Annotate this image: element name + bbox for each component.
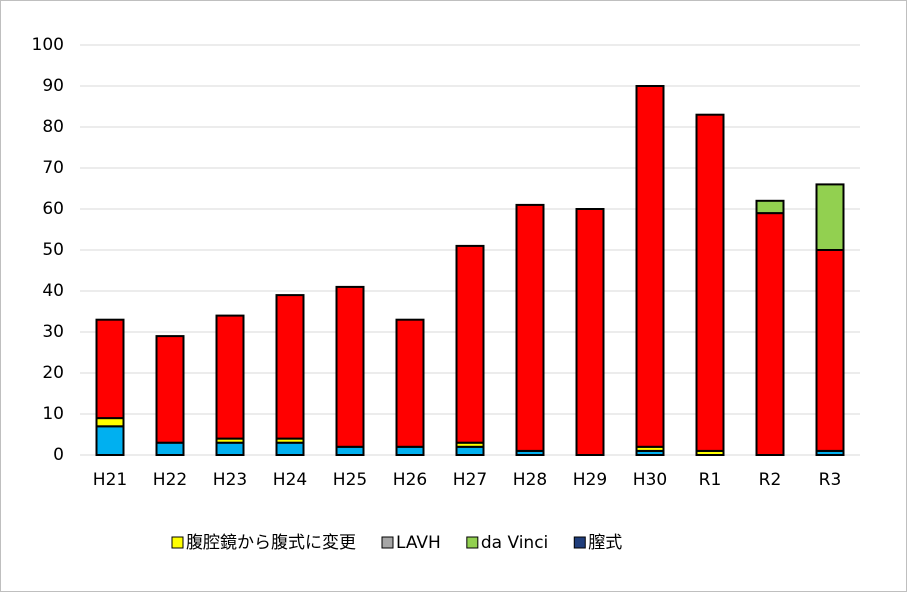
bar-segment [815, 249, 845, 452]
bar-segment [395, 318, 425, 448]
x-tick-label: H29 [573, 470, 607, 490]
bar-segment [275, 441, 305, 457]
x-tick-label: R1 [699, 470, 722, 490]
bar-segment [335, 445, 365, 456]
y-tick-label: 50 [42, 240, 64, 260]
bar-segment [335, 285, 365, 448]
bar-segment [215, 314, 245, 440]
legend-label: LAVH [396, 533, 441, 553]
y-tick-label: 40 [42, 281, 64, 301]
bar-segment [95, 318, 125, 420]
x-tick-label: H27 [453, 470, 487, 490]
x-tick-label: H22 [153, 470, 187, 490]
y-tick-label: 100 [32, 35, 64, 55]
bar-segment [95, 425, 125, 456]
legend-swatch [573, 536, 586, 549]
x-tick-label: H28 [513, 470, 547, 490]
bar-segment [695, 113, 725, 452]
bar-segment [575, 208, 605, 456]
y-tick-label: 80 [42, 117, 64, 137]
y-tick-label: 0 [53, 445, 64, 465]
x-tick-label: R2 [759, 470, 782, 490]
legend-label: 膣式 [588, 533, 622, 553]
bar-segment [395, 445, 425, 456]
y-tick-label: 30 [42, 322, 64, 342]
legend-label: da Vinci [481, 533, 548, 553]
bar-segment [635, 85, 665, 448]
bar-segment [455, 445, 485, 456]
legend-label: 腹腔鏡から腹式に変更 [186, 533, 356, 553]
bar-segment [155, 441, 185, 457]
legend-swatch [171, 536, 184, 549]
y-tick-label: 70 [42, 158, 64, 178]
bar-segment [215, 441, 245, 457]
bar-segment [95, 417, 125, 428]
bar-segment [815, 183, 845, 251]
y-tick-label: 90 [42, 76, 64, 96]
x-tick-label: R3 [819, 470, 842, 490]
legend-swatch [466, 536, 479, 549]
x-tick-label: H30 [633, 470, 667, 490]
bar-segment [275, 294, 305, 440]
x-tick-label: H21 [93, 470, 127, 490]
x-tick-label: H24 [273, 470, 307, 490]
bar-segment [755, 212, 785, 456]
x-tick-label: H23 [213, 470, 247, 490]
bar-segment [155, 335, 185, 444]
bar-segment [755, 199, 785, 215]
x-tick-label: H25 [333, 470, 367, 490]
bar-segment [455, 244, 485, 444]
y-tick-label: 60 [42, 199, 64, 219]
y-tick-label: 20 [42, 363, 64, 383]
y-tick-label: 10 [42, 404, 64, 424]
bar-segment [515, 203, 545, 452]
x-tick-label: H26 [393, 470, 427, 490]
legend-swatch [381, 536, 394, 549]
